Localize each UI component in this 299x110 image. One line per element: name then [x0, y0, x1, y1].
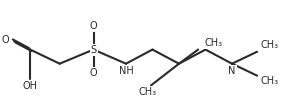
- Text: CH₃: CH₃: [260, 40, 278, 50]
- Text: NH: NH: [119, 66, 133, 76]
- Text: CH₃: CH₃: [204, 38, 222, 48]
- Text: CH₃: CH₃: [139, 87, 157, 97]
- Text: N: N: [228, 66, 236, 76]
- Text: O: O: [90, 68, 97, 78]
- Text: O: O: [90, 21, 97, 31]
- Text: O: O: [2, 35, 10, 45]
- Text: CH₃: CH₃: [260, 76, 278, 86]
- Text: S: S: [91, 45, 97, 55]
- Text: OH: OH: [23, 82, 38, 92]
